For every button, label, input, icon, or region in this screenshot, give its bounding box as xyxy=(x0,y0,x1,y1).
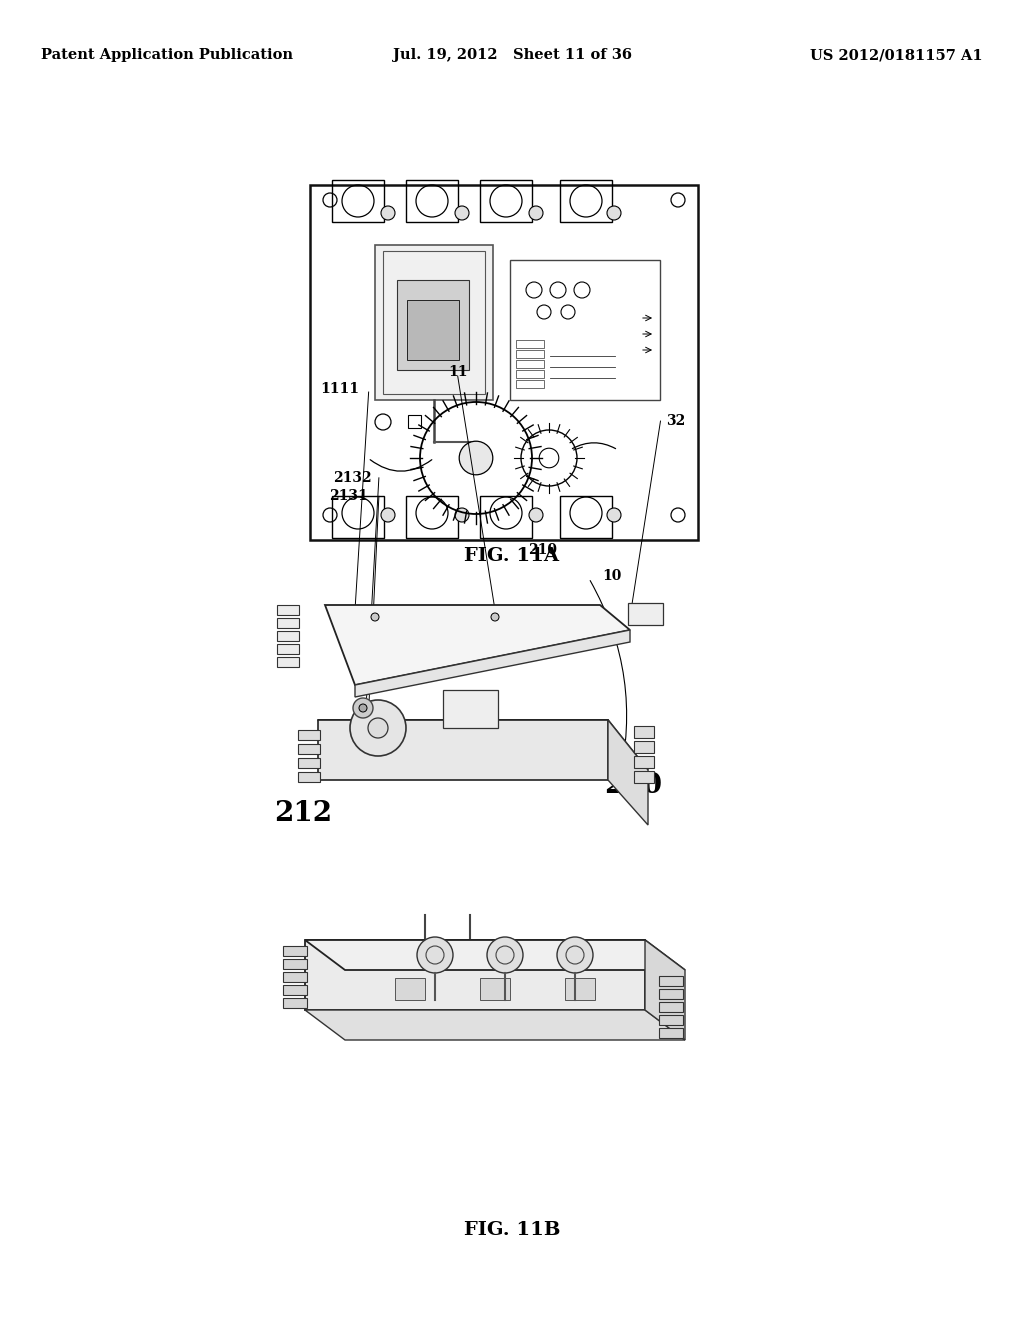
Text: 2131: 2131 xyxy=(329,490,368,503)
Bar xyxy=(516,341,544,348)
Polygon shape xyxy=(305,940,685,970)
Bar xyxy=(516,370,544,378)
Circle shape xyxy=(529,206,543,220)
Bar xyxy=(375,246,493,400)
Circle shape xyxy=(529,508,543,521)
Text: 10: 10 xyxy=(603,569,622,582)
Text: 210: 210 xyxy=(528,544,557,557)
Text: 210: 210 xyxy=(604,772,662,799)
Bar xyxy=(283,998,307,1008)
FancyArrowPatch shape xyxy=(572,442,615,449)
Text: US 2012/0181157 A1: US 2012/0181157 A1 xyxy=(810,49,983,62)
Bar xyxy=(659,1002,683,1012)
FancyArrowPatch shape xyxy=(371,459,432,471)
FancyArrowPatch shape xyxy=(590,581,627,783)
Bar xyxy=(516,360,544,368)
Circle shape xyxy=(371,612,379,620)
Bar xyxy=(298,730,319,741)
Polygon shape xyxy=(608,719,648,825)
Bar xyxy=(406,496,458,539)
Circle shape xyxy=(353,698,373,718)
Bar xyxy=(565,978,595,1001)
Bar xyxy=(510,260,660,400)
Bar xyxy=(383,251,485,393)
Circle shape xyxy=(359,704,367,711)
Text: 212: 212 xyxy=(274,800,332,826)
Circle shape xyxy=(417,937,453,973)
Bar xyxy=(628,603,663,624)
Bar xyxy=(659,1015,683,1026)
Bar xyxy=(395,978,425,1001)
Circle shape xyxy=(381,206,395,220)
Bar xyxy=(283,960,307,969)
Text: 1111: 1111 xyxy=(321,383,359,396)
Polygon shape xyxy=(645,940,685,1040)
Bar xyxy=(634,756,654,768)
Bar xyxy=(283,985,307,995)
Circle shape xyxy=(350,700,406,756)
Bar xyxy=(634,771,654,783)
Circle shape xyxy=(455,508,469,521)
Bar xyxy=(397,280,469,370)
Bar xyxy=(278,605,299,615)
Bar xyxy=(480,180,532,222)
Bar xyxy=(516,350,544,358)
Text: Jul. 19, 2012   Sheet 11 of 36: Jul. 19, 2012 Sheet 11 of 36 xyxy=(392,49,632,62)
Bar xyxy=(560,180,612,222)
Bar xyxy=(310,185,698,540)
Circle shape xyxy=(557,937,593,973)
Bar xyxy=(298,744,319,754)
Text: FIG. 11A: FIG. 11A xyxy=(465,548,559,565)
Bar xyxy=(480,496,532,539)
Circle shape xyxy=(368,718,388,738)
Circle shape xyxy=(607,508,621,521)
Text: 32: 32 xyxy=(667,414,685,428)
Circle shape xyxy=(381,508,395,521)
Text: Patent Application Publication: Patent Application Publication xyxy=(41,49,293,62)
Bar xyxy=(278,631,299,642)
Bar xyxy=(443,690,498,729)
Bar xyxy=(516,380,544,388)
Bar xyxy=(406,180,458,222)
Bar xyxy=(659,975,683,986)
Bar xyxy=(634,741,654,752)
Polygon shape xyxy=(305,1010,685,1040)
Bar xyxy=(480,978,510,1001)
Bar xyxy=(278,644,299,653)
Text: 11: 11 xyxy=(447,366,468,379)
Bar xyxy=(634,726,654,738)
Bar xyxy=(332,180,384,222)
Circle shape xyxy=(455,206,469,220)
Bar xyxy=(283,972,307,982)
Text: 2132: 2132 xyxy=(333,471,372,484)
Bar xyxy=(407,300,459,360)
Polygon shape xyxy=(325,605,630,685)
Polygon shape xyxy=(318,719,648,770)
Circle shape xyxy=(487,937,523,973)
Circle shape xyxy=(459,441,493,475)
Bar xyxy=(332,496,384,539)
Text: FIG. 11B: FIG. 11B xyxy=(464,1221,560,1239)
Bar xyxy=(659,989,683,999)
Bar xyxy=(283,946,307,956)
Circle shape xyxy=(607,206,621,220)
Bar xyxy=(298,772,319,781)
Polygon shape xyxy=(318,719,608,780)
Polygon shape xyxy=(305,940,645,1010)
Bar xyxy=(278,618,299,628)
Circle shape xyxy=(490,612,499,620)
Bar xyxy=(278,657,299,667)
Bar xyxy=(298,758,319,768)
Bar xyxy=(408,414,421,428)
Bar xyxy=(560,496,612,539)
Polygon shape xyxy=(355,630,630,697)
Bar xyxy=(659,1028,683,1038)
